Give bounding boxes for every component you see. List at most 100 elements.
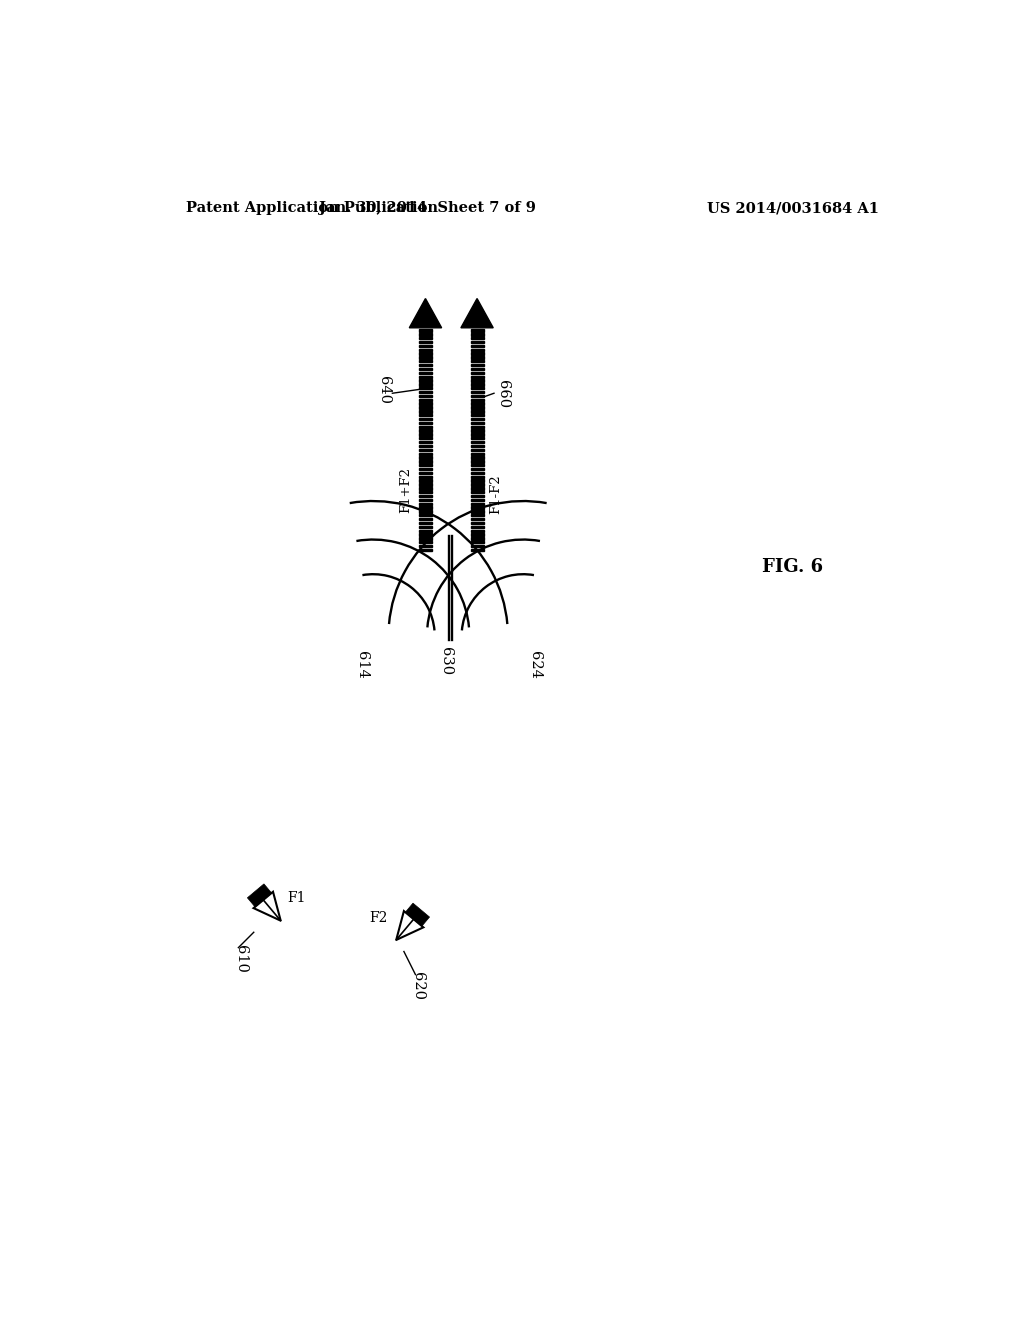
Polygon shape	[248, 884, 271, 907]
Bar	[470, 525, 483, 528]
Bar	[419, 360, 432, 363]
Bar	[470, 483, 483, 486]
Bar	[419, 352, 432, 355]
Bar	[419, 487, 432, 490]
Bar	[419, 433, 432, 436]
Bar	[419, 491, 432, 494]
Bar	[419, 437, 432, 440]
Text: 640: 640	[377, 376, 391, 404]
Bar	[470, 537, 483, 540]
Bar	[470, 541, 483, 544]
Bar	[419, 364, 432, 367]
Bar	[470, 348, 483, 351]
Text: F2: F2	[370, 911, 388, 925]
Text: FIG. 6: FIG. 6	[762, 557, 823, 576]
Bar	[419, 461, 432, 462]
Bar	[470, 433, 483, 436]
Bar	[470, 422, 483, 424]
Bar	[419, 429, 432, 432]
Bar	[419, 348, 432, 351]
Bar	[419, 515, 432, 516]
Bar	[419, 395, 432, 397]
Bar	[419, 330, 432, 331]
Bar	[470, 475, 483, 478]
Bar	[470, 491, 483, 494]
Polygon shape	[461, 298, 494, 327]
Bar	[470, 495, 483, 498]
Bar	[419, 517, 432, 520]
Bar	[419, 545, 432, 548]
Bar	[470, 479, 483, 482]
Bar	[470, 360, 483, 363]
Bar	[419, 372, 432, 374]
Bar	[419, 471, 432, 474]
Bar	[470, 461, 483, 462]
Bar	[419, 453, 432, 455]
Bar	[470, 356, 483, 359]
Bar	[419, 399, 432, 401]
Bar	[470, 487, 483, 490]
Bar	[470, 345, 483, 347]
Text: 660: 660	[496, 380, 510, 408]
Bar	[470, 379, 483, 381]
Bar	[419, 511, 432, 512]
Bar	[470, 471, 483, 474]
Bar	[470, 425, 483, 428]
Text: 630: 630	[439, 647, 454, 676]
Bar	[470, 383, 483, 385]
Bar	[419, 407, 432, 409]
Bar	[419, 503, 432, 506]
Bar	[470, 364, 483, 367]
Bar	[419, 387, 432, 389]
Text: F1-F2: F1-F2	[489, 474, 502, 515]
Bar	[419, 537, 432, 540]
Bar	[419, 475, 432, 478]
Bar	[470, 387, 483, 389]
Text: F1+F2: F1+F2	[399, 466, 413, 512]
Bar	[470, 445, 483, 447]
Bar	[419, 533, 432, 536]
Bar	[419, 541, 432, 544]
Bar	[419, 457, 432, 459]
Bar	[419, 422, 432, 424]
Bar	[419, 425, 432, 428]
Text: 624: 624	[527, 651, 542, 678]
Bar	[470, 517, 483, 520]
Bar	[419, 383, 432, 385]
Bar	[419, 549, 432, 552]
Text: Patent Application Publication: Patent Application Publication	[186, 202, 438, 215]
Bar	[470, 521, 483, 524]
Bar	[419, 483, 432, 486]
Bar	[419, 345, 432, 347]
Bar	[470, 368, 483, 370]
Bar	[470, 533, 483, 536]
Bar	[419, 368, 432, 370]
Text: F1: F1	[287, 891, 305, 904]
Bar	[419, 479, 432, 482]
Text: Jan. 30, 2014  Sheet 7 of 9: Jan. 30, 2014 Sheet 7 of 9	[318, 202, 536, 215]
Bar	[470, 545, 483, 548]
Bar	[470, 515, 483, 516]
Bar	[470, 507, 483, 508]
Text: US 2014/0031684 A1: US 2014/0031684 A1	[707, 202, 879, 215]
Text: 610: 610	[233, 945, 248, 973]
Bar	[470, 511, 483, 512]
Bar	[470, 352, 483, 355]
Bar	[470, 372, 483, 374]
Bar	[470, 437, 483, 440]
Bar	[470, 499, 483, 502]
Bar	[419, 469, 432, 470]
Bar	[470, 399, 483, 401]
Bar	[470, 337, 483, 339]
Bar	[419, 414, 432, 416]
Bar	[470, 465, 483, 466]
Bar	[419, 465, 432, 466]
Bar	[419, 356, 432, 359]
Bar	[419, 495, 432, 498]
Bar	[470, 341, 483, 343]
Bar	[419, 376, 432, 378]
Bar	[419, 333, 432, 335]
Bar	[419, 445, 432, 447]
Bar	[419, 521, 432, 524]
Polygon shape	[410, 298, 441, 327]
